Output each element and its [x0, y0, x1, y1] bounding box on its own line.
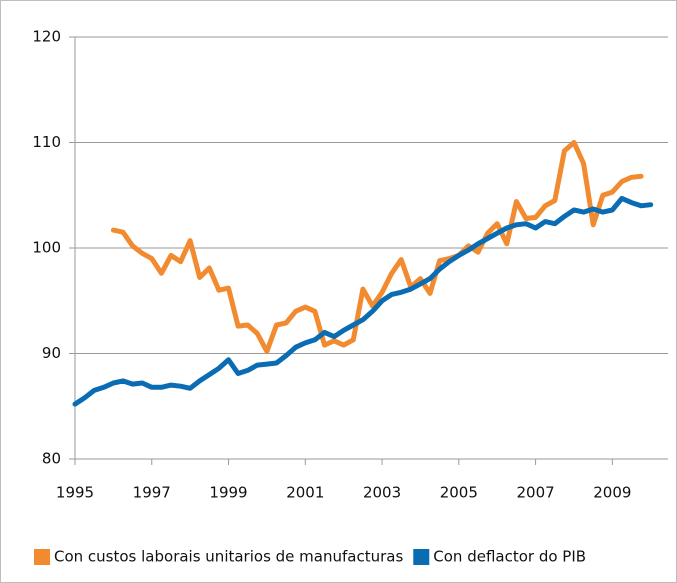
- x-tick-label: 2005: [440, 484, 478, 502]
- series-line: [110, 140, 644, 354]
- y-tick-label: 110: [32, 133, 61, 151]
- legend-swatch: [34, 549, 50, 565]
- x-tick-label: 1995: [56, 484, 94, 502]
- x-tick-label: 2007: [516, 484, 554, 502]
- series-line: [72, 195, 654, 407]
- x-tick-label: 2009: [593, 484, 631, 502]
- x-tick-label: 1997: [133, 484, 171, 502]
- y-tick-label: 120: [32, 28, 61, 46]
- y-tick-label: 90: [42, 344, 61, 362]
- legend-label: Con custos laborais unitarios de manufac…: [54, 548, 403, 566]
- x-tick-label: 2003: [363, 484, 401, 502]
- legend-swatch: [413, 549, 430, 565]
- x-tick-label: 2001: [286, 484, 324, 502]
- legend-label: Con deflactor do PIB: [433, 548, 586, 566]
- y-tick-label: 100: [32, 239, 61, 257]
- y-tick-label: 80: [42, 450, 61, 468]
- x-tick-label: 1999: [209, 484, 247, 502]
